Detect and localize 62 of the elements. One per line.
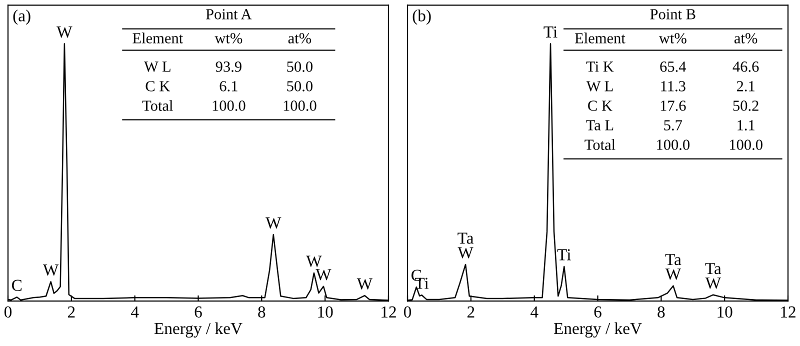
- annotation: C: [12, 280, 22, 291]
- x-tick-label: 10: [318, 306, 333, 318]
- text: Element: [574, 32, 626, 44]
- annotation: W L: [586, 81, 613, 92]
- annotation: 100.0: [730, 140, 762, 150]
- text: at%: [288, 33, 312, 44]
- annotation: W: [316, 269, 332, 280]
- text: Point A: [206, 9, 252, 20]
- annotation: 17.6: [660, 100, 686, 111]
- text: Point B: [650, 9, 696, 20]
- text: Element: [132, 32, 184, 44]
- annotation: W: [42, 264, 59, 276]
- annotation: 100.0: [212, 100, 246, 111]
- x-tick-label: 8: [658, 306, 665, 318]
- x-tick-label: 0: [404, 306, 412, 318]
- annotation: Ti K: [586, 62, 614, 72]
- annotation: W: [356, 278, 373, 290]
- x-tick-label: 0: [4, 306, 12, 318]
- x-tick-label: 10: [718, 306, 732, 318]
- annotation: 2.1: [736, 81, 754, 92]
- annotation: Ta W: [705, 263, 722, 289]
- x-tick-label: 12: [382, 306, 396, 318]
- annotation: 50.0: [287, 81, 312, 92]
- x-axis-title: Energy / keV: [154, 322, 242, 338]
- annotation: Ti: [557, 249, 571, 260]
- annotation: 100.0: [284, 100, 316, 111]
- x-tick-label: 4: [130, 306, 139, 318]
- x-tick-label: 2: [467, 306, 474, 318]
- annotation: 100.0: [657, 140, 690, 150]
- annotation: W: [266, 217, 282, 229]
- annotation: 6.1: [220, 81, 238, 92]
- annotation: 1.1: [738, 120, 754, 130]
- annotation: W L: [144, 62, 170, 72]
- annotation: 50.0: [287, 62, 312, 72]
- text: wt%: [214, 33, 242, 44]
- x-tick-label: 6: [194, 306, 202, 318]
- annotation: 46.6: [732, 62, 759, 72]
- text: wt%: [658, 33, 686, 44]
- annotation: 5.7: [664, 120, 682, 130]
- annotation: Ta L: [586, 120, 614, 130]
- text: at%: [734, 33, 758, 44]
- chart-title: (a): [13, 10, 30, 25]
- annotation: C K: [146, 81, 170, 92]
- annotation: 50.2: [733, 100, 758, 111]
- annotation: C K: [588, 100, 612, 111]
- annotation: W: [306, 256, 322, 267]
- x-tick-label: 8: [258, 306, 266, 318]
- annotation: 93.9: [216, 62, 242, 72]
- annotation: Ta W: [665, 254, 682, 280]
- annotation: Ti: [544, 26, 558, 38]
- x-tick-label: 4: [530, 306, 538, 318]
- annotation: Total: [584, 139, 616, 150]
- x-tick-label: 6: [594, 306, 602, 318]
- annotation: Ta W: [458, 232, 474, 258]
- x-axis-title: Energy / keV: [554, 322, 642, 338]
- annotation: W: [56, 26, 72, 38]
- annotation: Total: [142, 100, 173, 111]
- x-tick-label: 12: [781, 306, 796, 318]
- annotation: 11.3: [661, 81, 686, 92]
- chart-title: (b): [412, 10, 431, 25]
- x-tick-label: 2: [68, 306, 75, 318]
- annotation: 65.4: [660, 62, 686, 72]
